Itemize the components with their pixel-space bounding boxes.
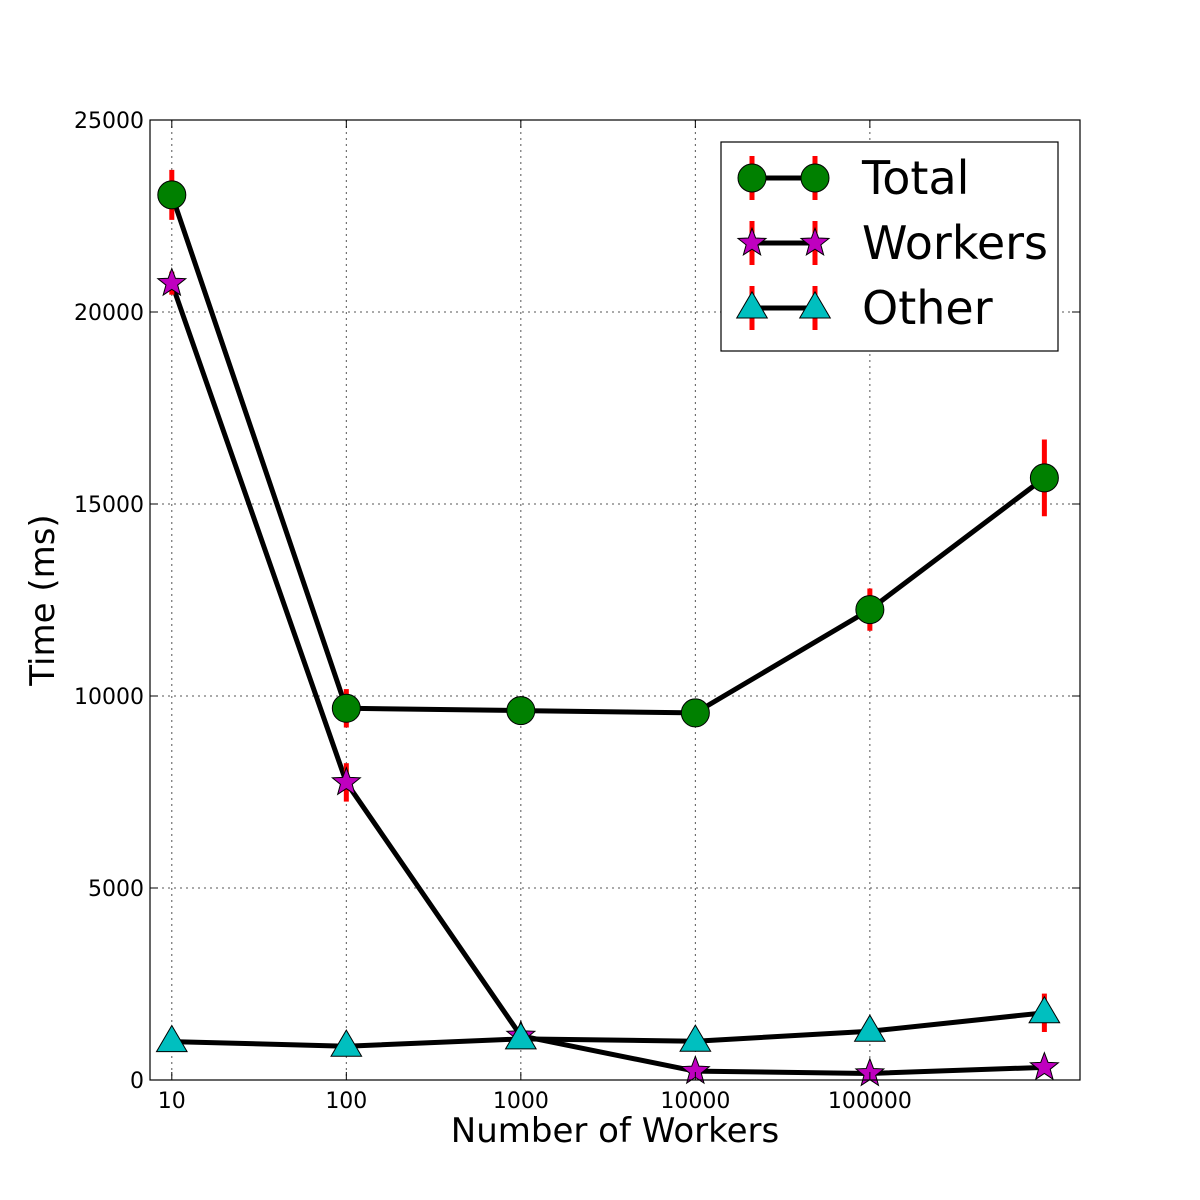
data-point-total [157,180,187,210]
legend-label-other: Other [862,281,993,335]
x-tick-label: 100 [325,1089,367,1114]
data-point-total [1029,463,1059,493]
data-point-total [331,693,361,723]
data-point-total [506,696,536,726]
x-tick-label: 10000 [660,1089,730,1114]
series-line-workers [169,282,1045,1076]
y-tick-label: 10000 [74,685,144,710]
x-tick-label: 1000 [493,1089,549,1114]
legend-label-total: Total [861,151,969,205]
y-tick-label: 25000 [74,109,144,134]
grid [150,120,1080,1080]
y-tick-label: 15000 [74,493,144,518]
legend-label-workers: Workers [862,216,1048,270]
legend-marker-other [735,290,769,319]
data-point-other [330,1029,363,1057]
series-lines [169,194,1046,1076]
legend-marker-total [737,163,767,193]
series-line-other [171,1010,1045,1049]
legend-marker-workers [736,226,768,257]
legend-item-total: Total [737,151,969,205]
data-point-other [155,1024,188,1053]
data-point-workers [330,766,362,796]
y-tick-label: 5000 [88,877,144,902]
legend-item-other: Other [735,281,993,335]
legend-marker-workers [799,226,831,257]
legend: Total Workers Other [720,141,1059,352]
data-point-other [1028,995,1061,1024]
x-axis-title: Number of Workers [451,1111,779,1151]
data-point-workers [156,267,188,297]
y-tick-label: 20000 [74,301,144,326]
data-point-total [680,698,710,728]
x-tick-label: 10 [158,1089,186,1114]
data-point-workers [1029,1051,1060,1081]
axis-ticks [150,119,1080,1081]
tick-labels: 10 100 1000 10000 100000 0 5000 10000 15000 20000… [74,109,912,1114]
legend-marker-other [798,290,832,319]
legend-item-workers: Workers [736,216,1048,270]
plot-frame [149,119,1081,1081]
data-point-total [855,595,885,625]
data-point-other [853,1014,887,1042]
x-tick-label: 100000 [828,1089,912,1114]
data-point-other [679,1024,712,1052]
legend-marker-total [800,163,830,193]
y-tick-label: 0 [130,1069,144,1094]
data-point-other [504,1021,538,1050]
series-line-total [169,194,1046,716]
y-axis-title: Time (ms) [23,514,63,686]
data-markers [155,180,1061,1087]
